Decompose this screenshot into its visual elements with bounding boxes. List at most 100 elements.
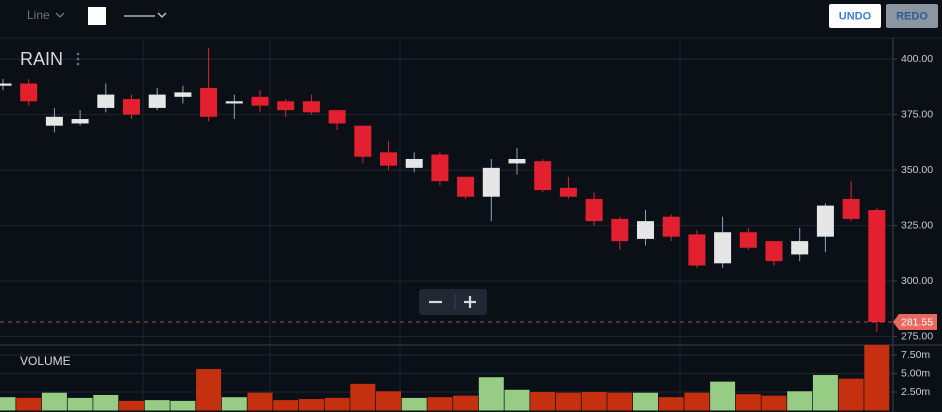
candle-body: [662, 216, 680, 237]
volume-bar: [273, 400, 299, 411]
volume-bar: [607, 392, 633, 411]
volume-bar: [812, 374, 838, 411]
candle-body: [302, 101, 320, 113]
candle-body: [842, 198, 860, 219]
candle-body: [611, 218, 629, 242]
chevron: [157, 12, 167, 18]
dot: [76, 57, 80, 61]
color-picker[interactable]: [88, 7, 106, 25]
volume-bar: [787, 391, 813, 411]
volume-bar: [838, 378, 864, 411]
redo-button[interactable]: [886, 4, 938, 28]
candle-body: [508, 158, 526, 164]
candle-body: [277, 101, 295, 111]
y-tick-label: 300.00: [901, 275, 933, 287]
volume-bar: [530, 391, 556, 411]
candle-body: [791, 241, 809, 255]
volume-bar: [41, 392, 67, 411]
candle-body: [559, 187, 577, 197]
volume-bar: [658, 397, 684, 411]
candle-body: [688, 234, 706, 266]
candle-body: [148, 94, 166, 108]
candle-body: [868, 210, 886, 323]
dot: [76, 62, 80, 66]
volume-bar: [504, 389, 530, 411]
candle-body: [0, 83, 12, 86]
menu-dots[interactable]: [76, 52, 80, 66]
volume-bar: [350, 383, 376, 411]
volume-bar: [247, 392, 273, 411]
candle-body: [380, 152, 397, 166]
candle-body: [225, 101, 243, 104]
dot: [76, 52, 80, 56]
volume-bar: [478, 377, 504, 411]
volume-bar: [684, 392, 710, 411]
y-tick-label: 325.00: [901, 219, 933, 231]
y-tick-label: 375.00: [901, 108, 933, 120]
y-tick-label: 5.00m: [901, 367, 930, 379]
y-tick-label: 275.00: [901, 330, 933, 342]
volume-bar: [761, 395, 787, 411]
chevron: [55, 12, 65, 18]
volume-bar: [453, 395, 479, 411]
volume-bar: [144, 400, 170, 411]
candle-body: [739, 232, 757, 248]
volume-bar: [119, 400, 144, 411]
undo-button[interactable]: [829, 4, 881, 28]
volume-bar: [427, 397, 453, 411]
candle-body: [405, 158, 423, 168]
candle-body: [482, 167, 500, 197]
candle-body: [71, 119, 89, 124]
chart-type-select[interactable]: Line: [27, 8, 50, 22]
undo-label[interactable]: UNDO: [839, 10, 872, 22]
volume-bar: [324, 397, 350, 411]
volume-bar: [0, 397, 16, 411]
volume-bar: [93, 394, 119, 411]
candle-body: [457, 176, 475, 197]
symbol-title: RAIN: [20, 49, 63, 69]
candle-body: [431, 154, 449, 182]
volume-bar: [710, 381, 736, 411]
volume-bar: [67, 397, 93, 411]
candle-body: [585, 198, 603, 222]
zoom-control: [419, 289, 487, 315]
y-tick-label: 7.50m: [901, 349, 930, 361]
candle-body: [45, 116, 63, 126]
candle-body: [714, 232, 732, 264]
candle-body: [765, 241, 783, 262]
candle-body: [97, 94, 115, 108]
plot-layer: 275.00 300.00 325.00 350.00 375.00 400.00 281.…: [0, 47, 937, 411]
volume-bar: [401, 397, 427, 411]
x-grid: [142, 38, 681, 410]
candle-body: [534, 161, 552, 191]
volume-bar: [16, 397, 42, 411]
volume-bar: [298, 399, 324, 411]
volume-bar: [864, 345, 890, 411]
volume-bar: [735, 394, 761, 411]
volume-bar: [633, 392, 658, 411]
volume-bar: [555, 392, 581, 411]
y-tick-label: 400.00: [901, 53, 933, 65]
candle-body: [328, 110, 346, 124]
volume-bar: [581, 391, 607, 411]
y-tick-label: 350.00: [901, 164, 933, 176]
volume-bar: [170, 400, 196, 411]
zoom-panel: [419, 289, 487, 315]
redo-label[interactable]: REDO: [896, 10, 928, 22]
candle-body: [251, 96, 269, 106]
candle-body: [354, 125, 372, 157]
candle-body: [20, 83, 38, 102]
volume-bar: [221, 397, 247, 411]
toolbar: Line UNDO REDO: [27, 4, 938, 28]
volume-bar: [376, 391, 401, 411]
volume-title: VOLUME: [20, 354, 71, 368]
volume-bar: [196, 369, 222, 411]
candle-body: [123, 99, 140, 115]
candle-body: [200, 87, 218, 117]
candle-body: [637, 221, 654, 239]
last-price-label: 281.55: [901, 316, 933, 328]
last-price-tag: [893, 314, 937, 331]
